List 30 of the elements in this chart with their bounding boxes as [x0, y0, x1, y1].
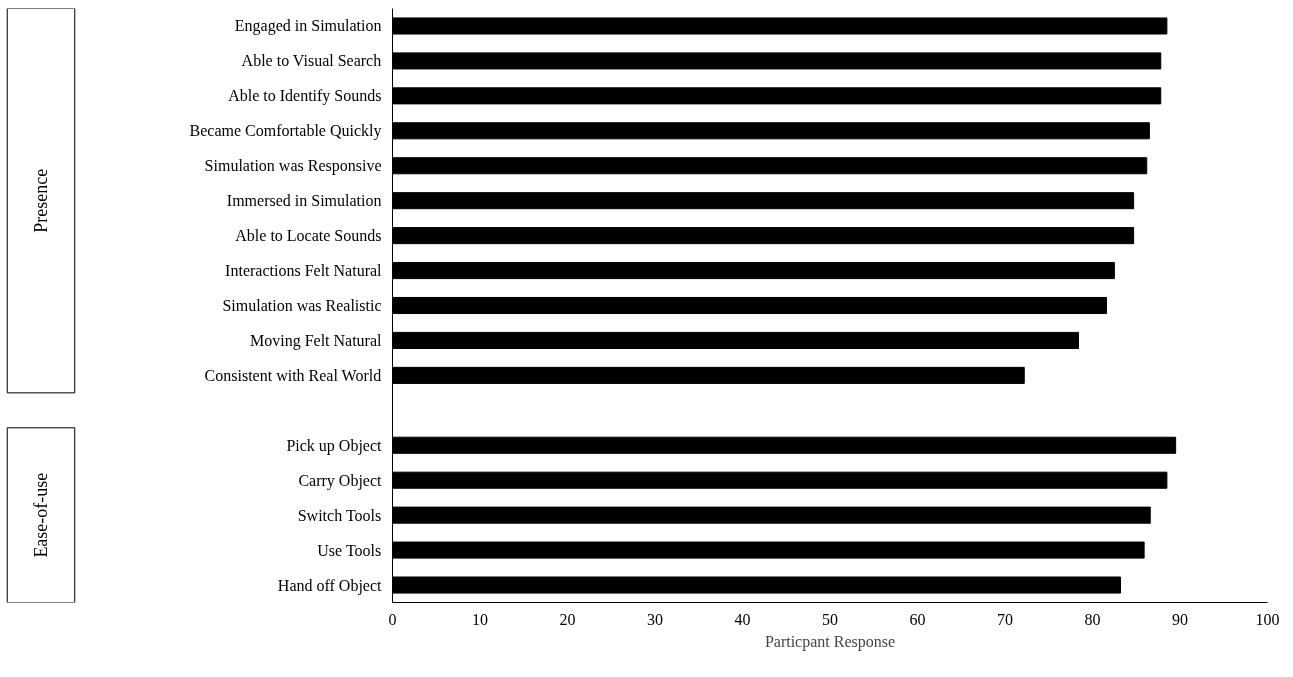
y-tick-label: Hand off Object — [277, 576, 383, 595]
y-tick-label: Moving Felt Natural — [249, 331, 383, 350]
x-tick-label: 60 — [909, 610, 926, 628]
text: Presence — [31, 168, 51, 233]
y-tick-label: Able to Visual Search — [241, 52, 382, 70]
y-tick-label: Consistent with Real World — [204, 366, 382, 384]
y-tick-label: Simulation was Realistic — [222, 297, 382, 314]
y-tick-label: Engaged in Simulation — [234, 17, 382, 36]
x-axis-title: Particpant Response — [764, 632, 896, 651]
y-tick-label: Became Comfortable Quickly — [189, 122, 382, 141]
x-tick-label: 50 — [822, 610, 838, 628]
y-tick-label: Immersed in Simulation — [226, 192, 382, 210]
x-tick-label: 100 — [1255, 610, 1280, 628]
y-tick-label: Simulation was Responsive — [204, 157, 382, 176]
x-tick-label: 90 — [1172, 610, 1188, 628]
x-tick-label: 40 — [734, 610, 751, 628]
y-tick-label: Able to Identify Sounds — [228, 87, 382, 106]
x-tick-label: 30 — [647, 610, 663, 628]
x-tick-label: 20 — [559, 610, 576, 628]
text: Ease-of-use — [31, 472, 51, 558]
x-tick-label: 80 — [1084, 610, 1101, 628]
y-tick-label: Able to Locate Sounds — [235, 227, 382, 245]
x-tick-label: 10 — [472, 610, 488, 628]
y-tick-label: Switch Tools — [297, 506, 382, 524]
y-tick-label: Use Tools — [317, 541, 382, 559]
x-tick-label: 70 — [997, 610, 1013, 628]
y-tick-label: Carry Object — [298, 471, 383, 490]
y-tick-label: Interactions Felt Natural — [225, 262, 383, 280]
x-tick-label: 0 — [388, 610, 397, 628]
y-tick-label: Pick up Object — [286, 436, 383, 455]
